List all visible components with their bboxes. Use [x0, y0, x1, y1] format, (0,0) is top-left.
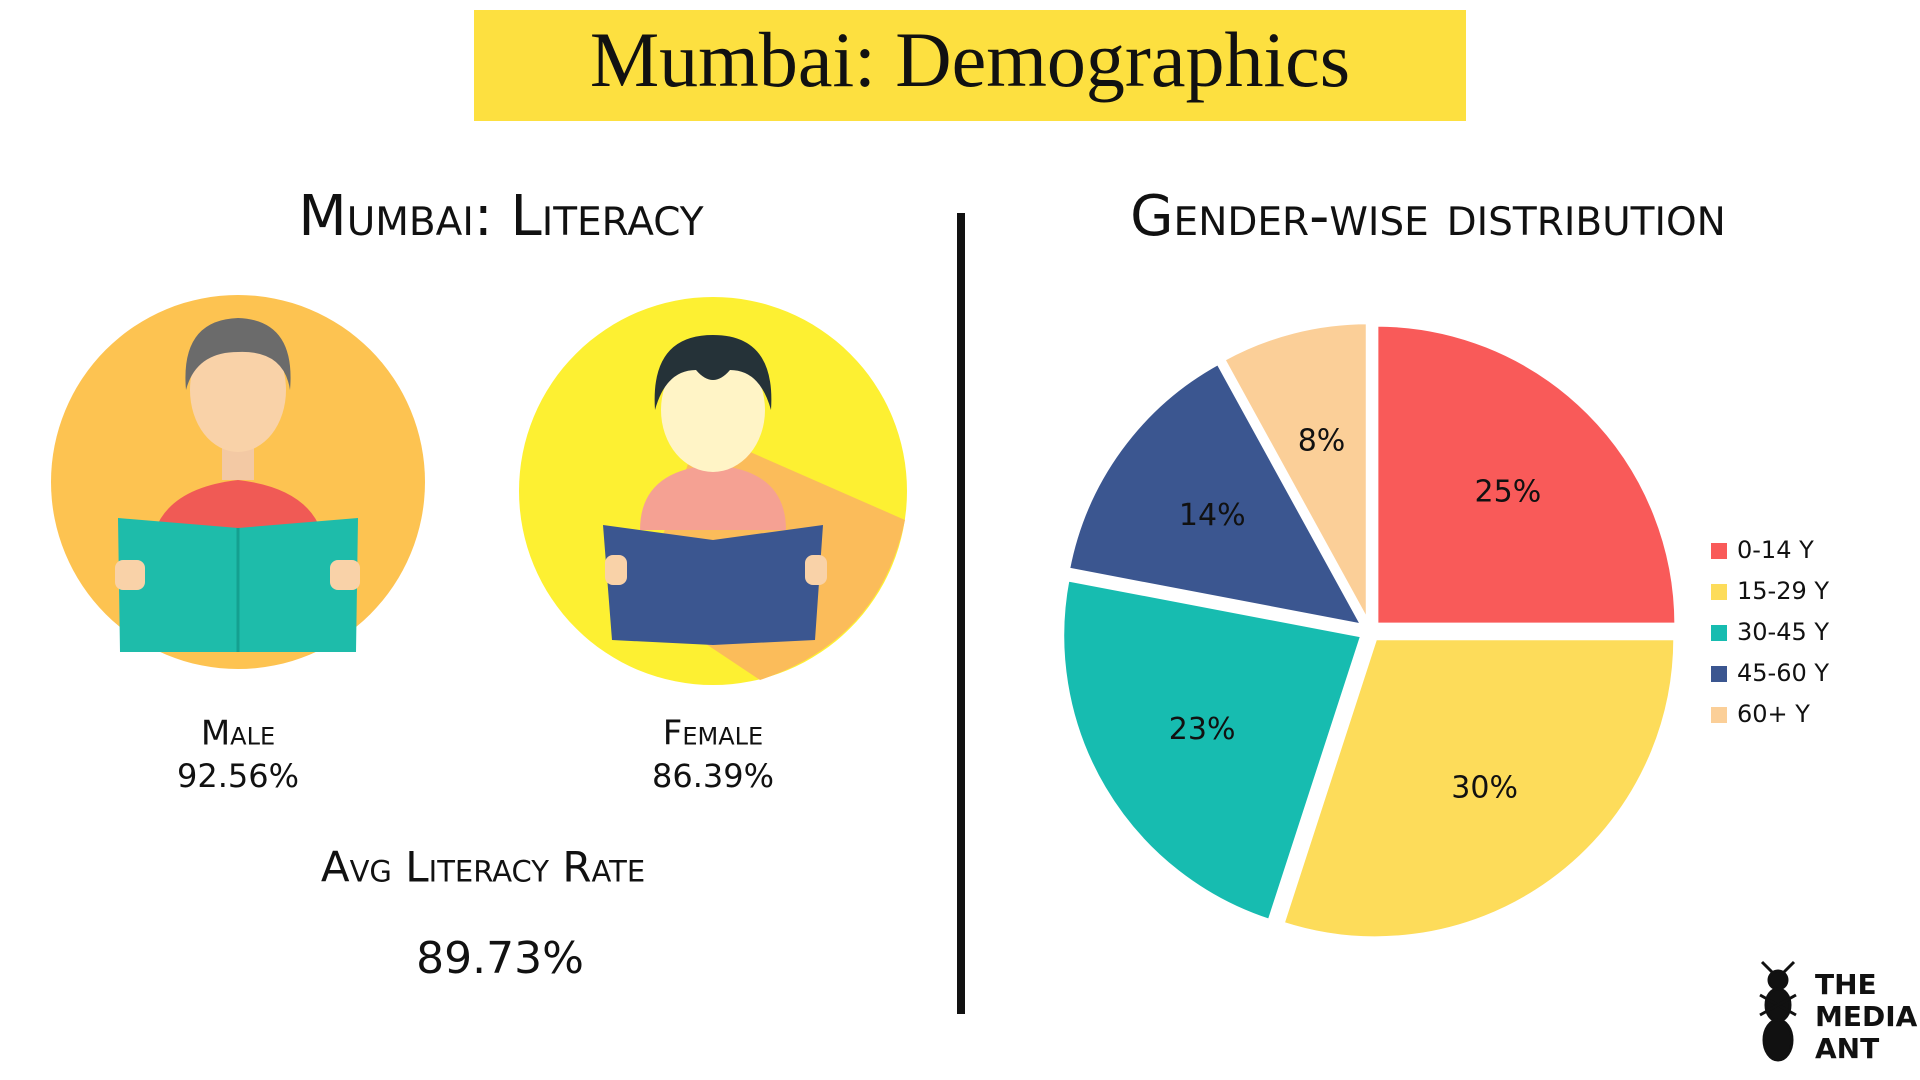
legend-label: 30-45 Y	[1737, 618, 1829, 646]
pie-slice	[1280, 636, 1678, 941]
male-label: Male	[201, 714, 275, 754]
legend-label: 60+ Y	[1737, 700, 1810, 728]
female-label: Female	[663, 714, 763, 754]
legend-label: 45-60 Y	[1737, 659, 1829, 687]
female-icon	[519, 297, 907, 685]
average-label: Avg Literacy Rate	[321, 843, 645, 892]
data-label: 25%	[1475, 475, 1542, 510]
average-value: 89.73%	[416, 933, 584, 984]
legend-swatch	[1711, 625, 1727, 641]
pie-slice	[1374, 322, 1679, 627]
logo-text: MEDIA	[1815, 1000, 1918, 1033]
data-label: 8%	[1298, 424, 1346, 459]
legend-swatch	[1711, 584, 1727, 600]
logo: THE MEDIA ANT	[1759, 960, 1918, 1065]
chart-title: Gender-wise distribution	[1130, 184, 1726, 249]
legend-label: 0-14 Y	[1737, 536, 1814, 564]
pie-slice	[1220, 320, 1370, 624]
male-icon	[51, 295, 425, 669]
logo-text: THE	[1815, 968, 1877, 1001]
male-value: 92.56%	[177, 757, 299, 795]
legend-label: 15-29 Y	[1737, 577, 1829, 605]
pie-slice	[1065, 360, 1367, 629]
logo-text: ANT	[1815, 1032, 1879, 1065]
female-value: 86.39%	[652, 757, 774, 795]
legend-swatch	[1711, 707, 1727, 723]
legend-swatch	[1711, 666, 1727, 682]
pie-slice	[1060, 577, 1365, 924]
page-title: Mumbai: Demographics	[590, 16, 1350, 103]
literacy-title: Mumbai: Literacy	[298, 184, 703, 249]
data-label: 14%	[1179, 498, 1246, 533]
data-label: 23%	[1169, 712, 1236, 747]
legend-swatch	[1711, 543, 1727, 559]
title-banner	[474, 10, 1466, 121]
data-label: 30%	[1451, 770, 1518, 805]
